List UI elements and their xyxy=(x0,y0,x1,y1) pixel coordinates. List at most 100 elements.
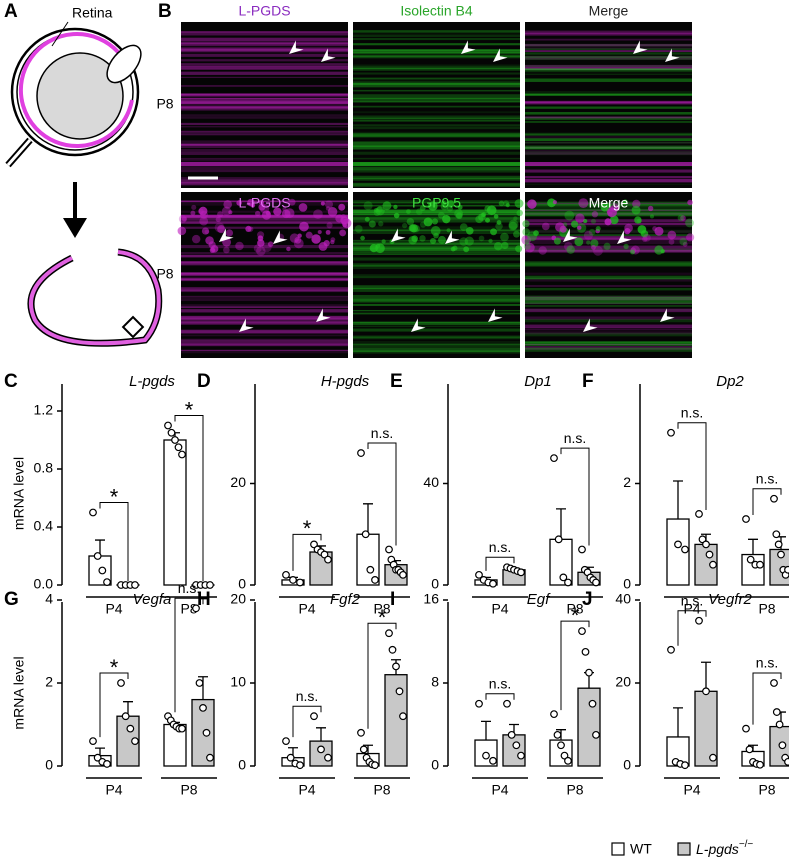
tissue-band xyxy=(181,133,348,136)
chart-title: Fgf2 xyxy=(330,591,361,608)
data-point xyxy=(131,581,139,589)
significance-bracket xyxy=(367,442,397,546)
tissue-band xyxy=(353,175,520,180)
tissue-band xyxy=(525,237,692,241)
tissue-band xyxy=(181,157,348,160)
tissue-band xyxy=(353,213,520,215)
cell xyxy=(217,211,224,218)
cell xyxy=(214,222,225,233)
data-point xyxy=(772,708,781,716)
tissue-band xyxy=(353,141,520,145)
cell xyxy=(574,237,584,247)
tissue-band xyxy=(181,131,348,133)
cell xyxy=(297,233,302,238)
tissue-band xyxy=(525,234,692,236)
tissue-band xyxy=(353,97,520,100)
tissue-band xyxy=(525,272,692,275)
cell xyxy=(496,220,502,225)
tissue-band xyxy=(525,106,692,109)
data-point xyxy=(117,679,125,687)
cell xyxy=(423,217,433,227)
cell xyxy=(330,239,335,245)
lens xyxy=(106,44,142,84)
cell xyxy=(533,230,539,236)
arrowhead xyxy=(219,228,234,242)
tissue-band xyxy=(525,52,692,54)
tissue-band xyxy=(181,252,348,254)
cell xyxy=(608,211,613,217)
tissue-band xyxy=(181,277,348,281)
tissue-band xyxy=(525,169,692,173)
y-tick-label: 2 xyxy=(45,674,53,690)
cell xyxy=(522,220,530,228)
tissue-band xyxy=(353,51,520,54)
micrograph xyxy=(525,22,692,188)
tissue-band xyxy=(353,166,520,169)
tissue-band xyxy=(525,278,692,282)
tissue-band xyxy=(181,59,348,62)
channel-label: Isolectin B4 xyxy=(400,3,473,19)
significance-bracket xyxy=(174,415,204,581)
tissue-band xyxy=(181,254,348,258)
y-tick-label: 16 xyxy=(423,591,439,607)
cell xyxy=(514,199,524,208)
tissue-band xyxy=(181,315,348,320)
data-point xyxy=(681,545,689,554)
bar xyxy=(163,439,187,586)
tissue-band xyxy=(353,216,520,221)
x-group-label: P8 xyxy=(373,601,390,617)
tissue-band xyxy=(353,241,520,246)
cell xyxy=(305,231,313,239)
tissue-band xyxy=(525,65,692,68)
data-point xyxy=(359,745,368,754)
tissue-band xyxy=(353,72,520,75)
tissue-band xyxy=(525,112,692,115)
data-point xyxy=(709,560,717,569)
tissue-band xyxy=(353,210,520,214)
tissue-band xyxy=(525,66,692,71)
cell xyxy=(603,242,611,250)
tissue-band xyxy=(353,146,520,150)
cell xyxy=(376,206,383,213)
tissue-band xyxy=(353,127,520,130)
tissue-band xyxy=(181,126,348,128)
data-point xyxy=(178,724,186,733)
y-tick-label: 10 xyxy=(230,674,246,690)
y-tick-label: 20 xyxy=(230,591,246,607)
tissue-band xyxy=(525,44,692,47)
cell xyxy=(245,225,252,232)
tissue-band xyxy=(181,102,348,104)
micrograph xyxy=(181,192,348,358)
significance-bracket xyxy=(485,693,515,700)
tissue-band xyxy=(181,94,348,97)
tissue-band xyxy=(353,89,520,92)
arrowhead xyxy=(445,230,460,244)
tissue-band xyxy=(353,168,520,170)
channel-label: L-PGDS xyxy=(238,195,290,211)
cell xyxy=(257,239,265,247)
data-point xyxy=(756,760,764,769)
cell xyxy=(564,210,575,221)
cell xyxy=(335,214,344,223)
data-point xyxy=(126,724,135,733)
tissue-band xyxy=(525,237,692,241)
tissue-band xyxy=(181,323,348,325)
tissue-band xyxy=(353,239,520,242)
cell xyxy=(375,243,385,254)
tissue-band xyxy=(353,81,520,85)
significance-label: n.s. xyxy=(681,404,704,420)
cell xyxy=(360,235,365,241)
bar xyxy=(502,734,526,767)
channel-label: PGP9.5 xyxy=(412,195,461,211)
chart-title: H-pgds xyxy=(321,373,370,390)
data-point xyxy=(93,552,102,560)
tissue-band xyxy=(525,68,692,71)
tissue-band xyxy=(181,106,348,109)
tissue-band xyxy=(353,43,520,46)
cell xyxy=(406,217,415,226)
tissue-band xyxy=(353,328,520,332)
cell xyxy=(488,238,493,244)
cell xyxy=(286,246,291,252)
tissue-band xyxy=(525,47,692,50)
tissue-band xyxy=(353,340,520,345)
